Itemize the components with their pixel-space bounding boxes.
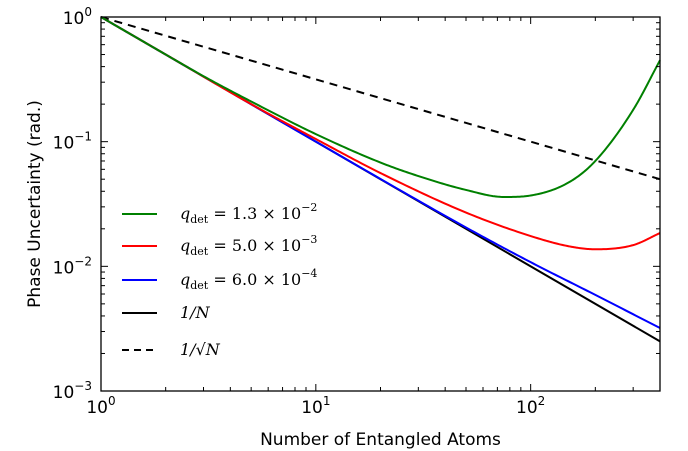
legend-label-4: 1/√N: [180, 340, 221, 359]
y-tick-label: 100: [63, 5, 92, 29]
legend-label-3: 1/N: [180, 303, 211, 322]
y-axis-label: Phase Uncertainty (rad.): [25, 100, 45, 308]
legend-label-1: qdet = 5.0 × 10−3: [180, 233, 317, 258]
x-tick-label: 102: [516, 394, 545, 418]
x-tick-label: 100: [86, 394, 115, 418]
series-line-0: [100, 16, 661, 198]
x-axis-label: Number of Entangled Atoms: [260, 430, 501, 450]
tick-layer: 100 101 102 10−3 10−2 10−1 100: [53, 5, 661, 418]
y-tick-label: 10−3: [53, 379, 92, 403]
x-tick-label: 101: [301, 394, 330, 418]
legend-label-0: qdet = 1.3 × 10−2: [180, 201, 317, 226]
legend-label-2: qdet = 6.0 × 10−4: [180, 267, 317, 292]
legend: qdet = 1.3 × 10−2 qdet = 5.0 × 10−3 qdet =…: [122, 201, 317, 359]
y-tick-label: 10−2: [53, 254, 92, 278]
series-layer: [100, 16, 661, 343]
y-tick-label: 10−1: [53, 130, 92, 154]
series-line-1: [100, 16, 661, 251]
